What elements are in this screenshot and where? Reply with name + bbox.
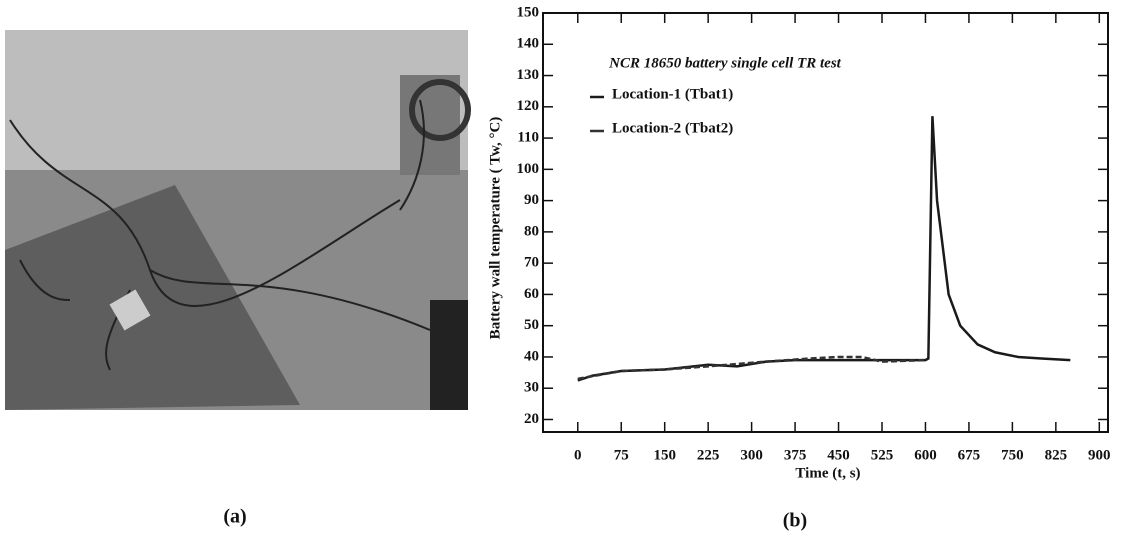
x-axis-label: Time (t, s) xyxy=(795,465,860,481)
x-tick-label: 525 xyxy=(871,447,894,463)
y-tick-label: 120 xyxy=(517,98,540,114)
y-tick-label: 140 xyxy=(517,36,540,52)
x-tick-label: 375 xyxy=(784,447,807,463)
series-line xyxy=(577,355,926,381)
x-tick-label: 300 xyxy=(740,447,763,463)
caption: (b) xyxy=(783,510,807,532)
y-tick-label: 90 xyxy=(524,192,539,208)
y-tick-label: 60 xyxy=(524,286,539,302)
legend-label: Location-1 (Tbat1) xyxy=(612,86,733,102)
y-axis-label: Battery wall temperature ( Tw, °C) xyxy=(487,117,503,340)
y-tick-label: 150 xyxy=(517,4,540,20)
legend-label: Location-2 (Tbat2) xyxy=(612,120,733,136)
series-line xyxy=(577,116,1071,382)
x-tick-label: 900 xyxy=(1088,447,1111,463)
y-tick-label: 100 xyxy=(517,161,540,177)
y-tick-label: 130 xyxy=(517,67,540,83)
x-tick-label: 450 xyxy=(827,447,850,463)
x-tick-label: 675 xyxy=(958,447,981,463)
y-tick-label: 70 xyxy=(524,255,539,271)
y-tick-label: 20 xyxy=(524,411,539,427)
x-tick-label: 600 xyxy=(914,447,937,463)
y-tick-label: 40 xyxy=(524,348,539,364)
chart-title: NCR 18650 battery single cell TR test xyxy=(608,55,841,71)
y-tick-label: 80 xyxy=(524,223,539,239)
y-tick-label: 110 xyxy=(517,130,539,146)
x-tick-label: 225 xyxy=(697,447,720,463)
plot-frame xyxy=(542,12,1109,433)
x-tick-label: 75 xyxy=(614,447,629,463)
x-tick-label: 150 xyxy=(653,447,676,463)
photo xyxy=(5,30,471,410)
x-tick-label: 0 xyxy=(574,447,582,463)
x-tick-label: 825 xyxy=(1045,447,1068,463)
caption: (a) xyxy=(223,506,246,528)
y-tick-label: 50 xyxy=(524,317,539,333)
y-tick-label: 30 xyxy=(524,380,539,396)
x-tick-label: 750 xyxy=(1001,447,1024,463)
